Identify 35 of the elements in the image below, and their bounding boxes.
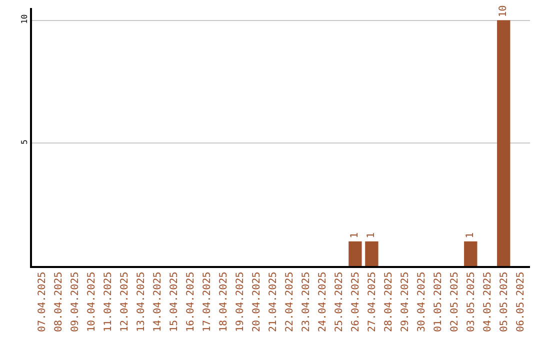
- data-label: 1: [465, 232, 476, 238]
- x-tick-label: 27.04.2025: [366, 272, 378, 332]
- x-tick-label: 10.04.2025: [86, 272, 98, 332]
- x-tick-label: 07.04.2025: [37, 272, 48, 332]
- x-tick-label: 23.04.2025: [300, 272, 312, 332]
- x-tick-label: 13.04.2025: [136, 272, 148, 332]
- x-tick-label: 15.04.2025: [169, 272, 180, 332]
- x-tick-label: 02.05.2025: [449, 272, 460, 332]
- data-label: 1: [366, 232, 378, 238]
- x-tick-label: 11.04.2025: [103, 272, 114, 332]
- x-tick-label: 14.04.2025: [152, 272, 164, 332]
- x-tick-label: 28.04.2025: [383, 272, 394, 332]
- x-tick-label: 18.04.2025: [218, 272, 230, 332]
- x-tick-label: 05.05.2025: [498, 272, 510, 332]
- x-tick-label: 22.04.2025: [284, 272, 296, 332]
- x-tick-label: 26.04.2025: [350, 272, 362, 332]
- x-tick-label: 24.04.2025: [317, 272, 328, 332]
- x-tick-label: 20.04.2025: [252, 272, 263, 332]
- x-tick-label: 17.04.2025: [202, 272, 214, 332]
- x-tick-label: 21.04.2025: [268, 272, 279, 332]
- x-tick-label: 25.04.2025: [334, 272, 345, 332]
- x-tick-label: 03.05.2025: [466, 272, 477, 332]
- x-tick-label: 04.05.2025: [482, 272, 494, 332]
- x-tick-label: 09.04.2025: [70, 272, 82, 332]
- x-tick-label: 19.04.2025: [235, 272, 246, 332]
- x-tick-label: 12.04.2025: [120, 272, 131, 332]
- y-tick-label: 5: [20, 139, 30, 144]
- x-tick-label: 06.05.2025: [515, 272, 526, 332]
- x-tick-label: 29.04.2025: [400, 272, 411, 332]
- x-tick-label: 01.05.2025: [432, 272, 444, 332]
- data-label: 1: [350, 232, 361, 238]
- data-label: 10: [498, 5, 510, 18]
- x-tick-label: 08.04.2025: [54, 272, 65, 332]
- x-tick-label: 30.04.2025: [416, 272, 428, 332]
- x-tick-label: 16.04.2025: [186, 272, 197, 332]
